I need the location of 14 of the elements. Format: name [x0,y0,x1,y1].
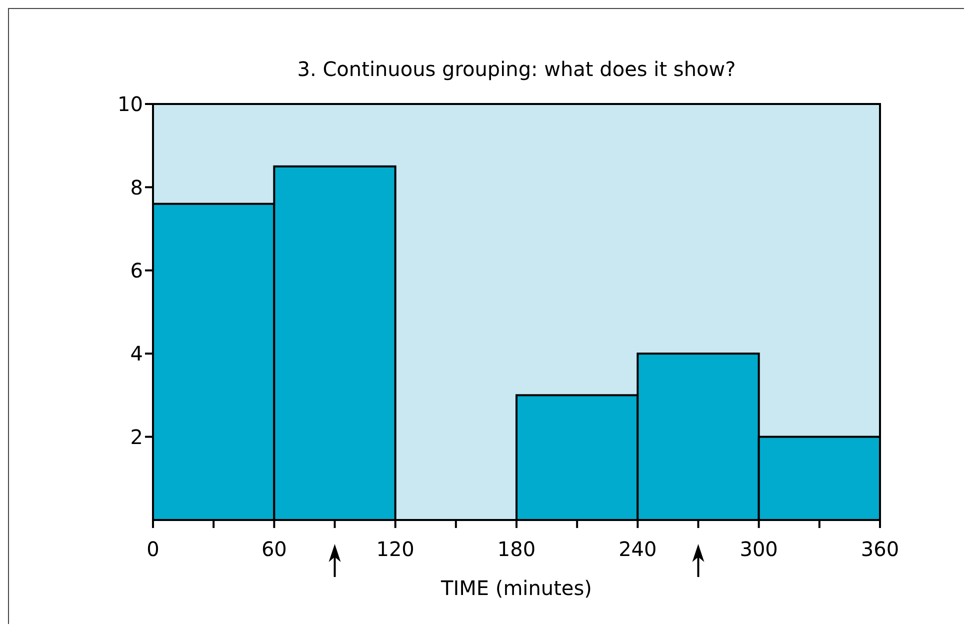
x-axis-title: TIME (minutes) [440,576,593,600]
x-tick-label: 0 [146,537,160,562]
y-tick-label: 10 [118,92,143,116]
y-tick-label: 2 [130,424,143,449]
x-tick-label: 180 [497,537,536,562]
x-tick-label: 120 [376,537,414,562]
y-tick-label: 6 [130,258,143,282]
x-tick-label: 300 [740,537,778,562]
y-tick-label: 8 [130,175,143,200]
chart-title: 3. Continuous grouping: what does it show? [296,57,737,81]
x-tick-label: 240 [618,537,657,562]
y-tick-label: 4 [130,342,143,366]
x-tick-label: 60 [261,537,287,562]
x-tick-label: 360 [860,537,900,562]
